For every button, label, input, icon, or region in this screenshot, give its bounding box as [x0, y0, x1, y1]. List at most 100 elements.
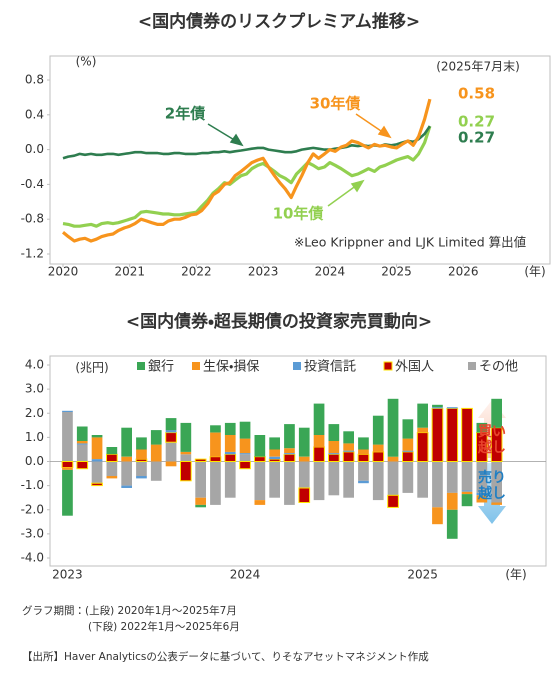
- series-line: [62, 125, 431, 160]
- bar-segment: [298, 461, 310, 488]
- bar-segment: [342, 451, 355, 462]
- bar-segment: [91, 461, 103, 484]
- y-tick-label: 2.0: [25, 406, 44, 420]
- bar-segment: [387, 456, 399, 462]
- bar-segment: [76, 441, 88, 444]
- legend-swatch: [137, 362, 145, 370]
- y-tick-label: -0.4: [21, 177, 44, 191]
- bar-segment: [343, 443, 354, 451]
- arrow: [207, 123, 244, 147]
- x-tick-label: 2020: [48, 265, 79, 279]
- buy-label: 越し: [477, 439, 506, 456]
- bar-segment: [91, 459, 103, 462]
- bar-segment: [106, 447, 118, 455]
- bar-segment: [121, 427, 132, 457]
- bar-segment: [284, 448, 295, 453]
- bar-segment: [136, 449, 147, 459]
- legend-label: 銀行: [148, 360, 174, 375]
- bar-segment: [121, 456, 132, 462]
- bar-segment: [461, 490, 473, 492]
- bar-segment: [298, 456, 310, 462]
- bar-segment: [372, 451, 385, 462]
- legend-swatch: [293, 362, 301, 370]
- legend-label: 外国人: [395, 360, 434, 375]
- bar-segment: [476, 422, 488, 433]
- bar-segment: [150, 461, 162, 481]
- bar-segment: [461, 491, 473, 495]
- bar-segment: [91, 435, 103, 438]
- bar-segment: [180, 422, 192, 452]
- y-unit: (兆円): [75, 361, 108, 375]
- bar-segment: [298, 487, 311, 503]
- x-tick-label: 2023: [248, 265, 279, 279]
- bar-segment: [372, 415, 384, 445]
- sell-label: 越し: [477, 485, 506, 502]
- bar-segment: [446, 461, 458, 493]
- bar-segment: [106, 476, 118, 479]
- bar-segment: [328, 461, 340, 496]
- bar-segment: [328, 441, 340, 454]
- bar-segment: [209, 456, 222, 463]
- bar-segment: [461, 407, 473, 462]
- x-tick-label: 2026: [448, 265, 479, 279]
- bar-segment: [165, 461, 177, 467]
- bar-segment: [76, 426, 88, 441]
- bar-segment: [180, 454, 192, 462]
- series-label: 2年債: [165, 105, 205, 123]
- bar-segment: [432, 507, 443, 525]
- bar-segment: [416, 432, 429, 463]
- bar-segment: [268, 458, 281, 463]
- bar-segment: [313, 435, 325, 448]
- bar-segment: [328, 453, 340, 462]
- bar-segment: [343, 431, 354, 444]
- bar-segment: [284, 461, 295, 505]
- legend-label: 投資信託: [304, 359, 356, 375]
- bar-segment: [432, 404, 443, 408]
- buy-label: 買い: [478, 424, 506, 440]
- bar-segment: [387, 398, 399, 457]
- bar-segment: [210, 425, 221, 433]
- bar-segment: [194, 458, 207, 463]
- bar-segment: [224, 461, 236, 498]
- y-tick-label: 0.0: [25, 142, 44, 156]
- bar-segment: [195, 497, 206, 505]
- bar-segment: [328, 424, 340, 441]
- bar-segment: [224, 451, 236, 455]
- bar-segment: [165, 430, 177, 433]
- bar-segment: [446, 407, 458, 409]
- bar-segment: [461, 461, 473, 491]
- bar-segment: [358, 449, 369, 455]
- bar-segment: [106, 461, 118, 476]
- bar-segment: [476, 492, 488, 496]
- bar-segment: [62, 467, 73, 470]
- date-note: (2025年7月末): [436, 60, 520, 74]
- y-tick-label: -1.2: [21, 247, 44, 261]
- bar-segment: [431, 407, 444, 462]
- bar-segment: [269, 437, 280, 450]
- bar-segment: [224, 453, 237, 462]
- chart-title: <国内債券のリスクプレミアム推移>: [138, 11, 420, 32]
- bar-segment: [62, 412, 73, 462]
- bar-segment: [446, 492, 458, 510]
- bar-segment: [402, 419, 414, 439]
- end-value-label: 0.27: [458, 129, 495, 147]
- end-value-label: 0.58: [458, 85, 495, 103]
- bar-segment: [402, 451, 414, 462]
- bar-segment: [224, 435, 236, 452]
- bar-segment: [476, 461, 488, 493]
- bar-segment: [358, 480, 369, 484]
- x-tick-label: 2024: [315, 265, 346, 279]
- bar-segment: [402, 461, 414, 493]
- bar-segment: [224, 422, 236, 435]
- source-note: ※Leo Krippner and LJK Limited 算出値: [294, 235, 526, 250]
- footer-period: グラフ期間：(上段) 2020年1月～2025年7月: [22, 604, 237, 617]
- bar-segment: [76, 443, 88, 445]
- bar-segment: [239, 454, 251, 462]
- bar-segment: [313, 446, 325, 462]
- bar-segment: [136, 437, 147, 450]
- bar-segment: [76, 461, 89, 470]
- bar-segment: [343, 461, 354, 498]
- bar-segment: [476, 495, 488, 503]
- bar-segment: [91, 437, 103, 460]
